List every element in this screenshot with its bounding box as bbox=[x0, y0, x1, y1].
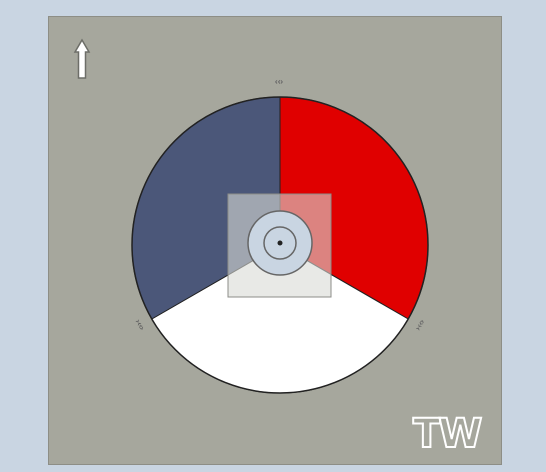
hub[interactable] bbox=[247, 210, 313, 276]
label-right: ›‹‹› bbox=[414, 318, 427, 332]
watermark-logo: TW bbox=[412, 411, 483, 457]
label-top: ‹‹› bbox=[275, 78, 284, 86]
label-left: ›‹‹› bbox=[133, 318, 146, 332]
up-arrow-icon[interactable] bbox=[73, 38, 91, 79]
